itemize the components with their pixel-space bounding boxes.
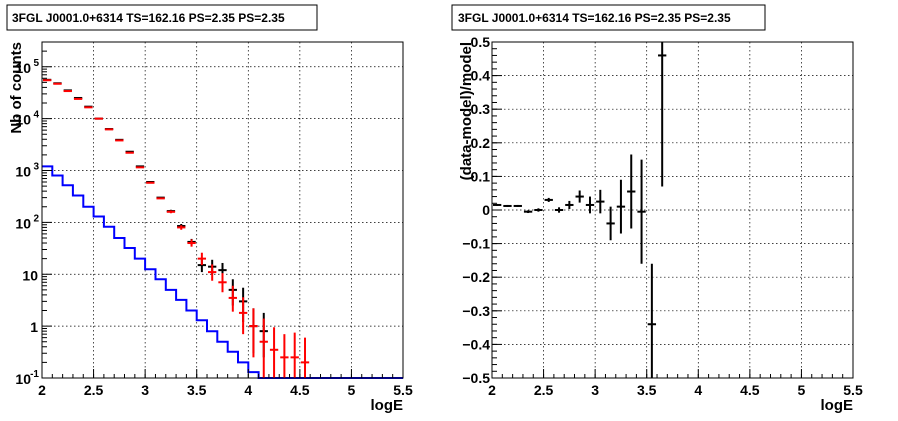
x-tick-label: 4 xyxy=(244,382,252,398)
residuals-axes: 2 2.5 3 3.5 4 4.5 5 5.5 0.5 0.4 0.3 0.2 0.1 0 −0.1 −0.2… xyxy=(462,34,863,398)
counts-plot-frame xyxy=(41,41,404,379)
y-tick-exponent: 4 xyxy=(33,110,39,121)
y-tick-label: 0.4 xyxy=(471,68,491,84)
y-tick-label: 0.2 xyxy=(471,135,491,151)
y-tick-label: 10 xyxy=(15,60,31,76)
x-tick-label: 2.5 xyxy=(84,382,104,398)
y-tick-label: 1 xyxy=(30,319,38,335)
y-tick-label: 10 xyxy=(15,215,31,231)
counts-y-axis-label: Nb of counts xyxy=(8,42,25,134)
x-tick-label: 3.5 xyxy=(637,382,657,398)
residuals-x-axis-label: logE xyxy=(821,397,854,414)
y-tick-label: −0.5 xyxy=(462,370,490,386)
x-tick-label: 4 xyxy=(694,382,702,398)
x-tick-label: 2.5 xyxy=(534,382,554,398)
y-tick-exponent: -1 xyxy=(30,369,39,380)
counts-x-axis-label: logE xyxy=(371,397,404,414)
y-tick-label: −0.2 xyxy=(462,269,490,285)
residuals-title: 3FGL J0001.0+6314 TS=162.16 PS=2.35 PS=2… xyxy=(458,11,731,25)
x-tick-label: 3 xyxy=(141,382,149,398)
y-tick-label: 10 xyxy=(15,112,31,128)
y-tick-exponent: 2 xyxy=(33,213,39,224)
residuals-series xyxy=(493,42,667,378)
y-tick-exponent: 5 xyxy=(33,58,39,69)
x-tick-label: 2 xyxy=(38,382,46,398)
y-tick-label: 10 xyxy=(15,371,31,387)
residuals-grid xyxy=(492,42,853,378)
y-tick-label: −0.4 xyxy=(462,336,490,352)
y-tick-label: 0 xyxy=(482,202,490,218)
x-tick-label: 3 xyxy=(591,382,599,398)
y-tick-label: 10 xyxy=(22,267,38,283)
x-tick-label: 4.5 xyxy=(740,382,760,398)
x-tick-label: 3.5 xyxy=(187,382,207,398)
counts-grid xyxy=(42,42,403,378)
x-tick-label: 4.5 xyxy=(290,382,310,398)
counts-series xyxy=(42,78,403,379)
y-tick-label: 0.3 xyxy=(471,101,491,117)
y-tick-label: −0.3 xyxy=(462,303,490,319)
y-tick-label: −0.1 xyxy=(462,236,490,252)
y-tick-label: 10 xyxy=(15,164,31,180)
counts-title-box xyxy=(6,4,318,31)
residuals-y-axis-label: (data-model)/model xyxy=(458,42,475,180)
x-tick-label: 2 xyxy=(488,382,496,398)
y-tick-label: 0.1 xyxy=(471,168,491,184)
y-tick-label: 0.5 xyxy=(471,34,491,50)
y-tick-exponent: 3 xyxy=(33,162,39,173)
x-tick-label: 5.5 xyxy=(393,382,413,398)
x-tick-label: 5 xyxy=(348,382,356,398)
residuals-title-box xyxy=(451,4,766,31)
counts-title: 3FGL J0001.0+6314 TS=162.16 PS=2.35 PS=2… xyxy=(12,11,285,25)
residuals-panel: 2 2.5 3 3.5 4 4.5 5 5.5 0.5 0.4 0.3 0.2 0.1 0 −0.1 −0.2… xyxy=(451,4,863,414)
x-tick-label: 5 xyxy=(798,382,806,398)
x-tick-label: 5.5 xyxy=(843,382,863,398)
